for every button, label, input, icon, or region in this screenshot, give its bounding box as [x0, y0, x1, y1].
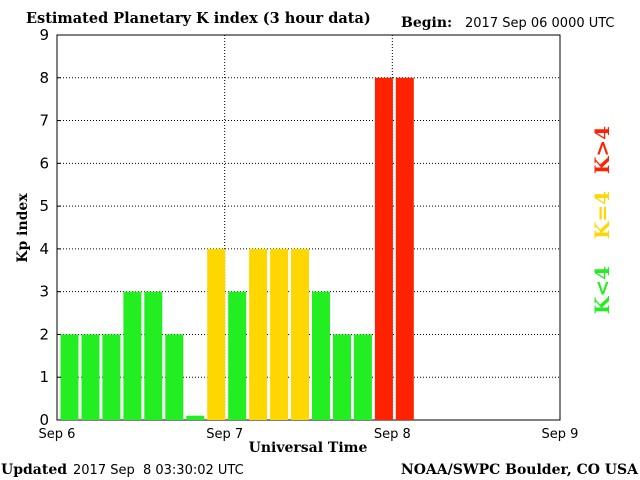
- kp-bar: [186, 415, 205, 420]
- kp-bar: [207, 248, 226, 420]
- kp-bar: [123, 291, 142, 420]
- y-tick-labels: 0 1 2 3 4 5 6 7 8 9: [39, 26, 61, 429]
- kp-bar: [165, 334, 184, 420]
- y-tick-label: 9: [39, 26, 49, 44]
- kp-bar: [353, 334, 372, 420]
- data-source: NOAA/SWPC Boulder, CO USA: [401, 462, 639, 478]
- updated-label: Updated: [1, 462, 67, 478]
- kp-bar: [102, 334, 121, 420]
- kp-bar: [395, 77, 414, 421]
- chart-title: Estimated Planetary K index (3 hour data…: [26, 10, 371, 27]
- begin-value: 2017 Sep 06 0000 UTC: [465, 16, 615, 31]
- y-axis-label: Kp index: [15, 193, 31, 263]
- y-tick-label: 2: [39, 325, 49, 343]
- kp-bar: [333, 334, 351, 420]
- legend-k-greater-4: K>4: [590, 126, 614, 174]
- y-tick-label: 0: [39, 411, 49, 429]
- x-tick-label: Sep 8: [374, 427, 411, 442]
- legend-k-less-4: K<4: [590, 266, 614, 314]
- x-tick-label: Sep 7: [206, 427, 243, 442]
- kp-bar: [312, 291, 330, 420]
- x-axis-label: Universal Time: [249, 440, 368, 456]
- y-tick-label: 5: [39, 197, 49, 215]
- kp-bar: [270, 248, 289, 420]
- legend-k-equal-4: K=4: [590, 191, 614, 239]
- kp-bar: [81, 334, 100, 420]
- y-tick-label: 3: [39, 283, 49, 301]
- x-tick-labels: Sep 6 Sep 7 Sep 8 Sep 9: [39, 427, 579, 442]
- kp-bar: [60, 334, 79, 420]
- kp-bar: [291, 248, 309, 420]
- y-tick-label: 6: [39, 154, 49, 172]
- updated-value: 2017 Sep 8 03:30:02 UTC: [73, 463, 244, 478]
- kp-bar: [228, 291, 247, 420]
- y-tick-label: 7: [39, 112, 49, 130]
- y-tick-label: 8: [39, 69, 49, 87]
- y-tick-label: 1: [39, 368, 49, 386]
- bars: [60, 77, 414, 421]
- y-tick-label: 4: [39, 240, 49, 258]
- begin-label: Begin:: [401, 15, 452, 31]
- x-tick-label: Sep 6: [39, 427, 76, 442]
- kp-bar: [249, 248, 268, 420]
- x-tick-label: Sep 9: [542, 427, 579, 442]
- kp-bar: [374, 77, 393, 421]
- kp-bar: [144, 291, 163, 420]
